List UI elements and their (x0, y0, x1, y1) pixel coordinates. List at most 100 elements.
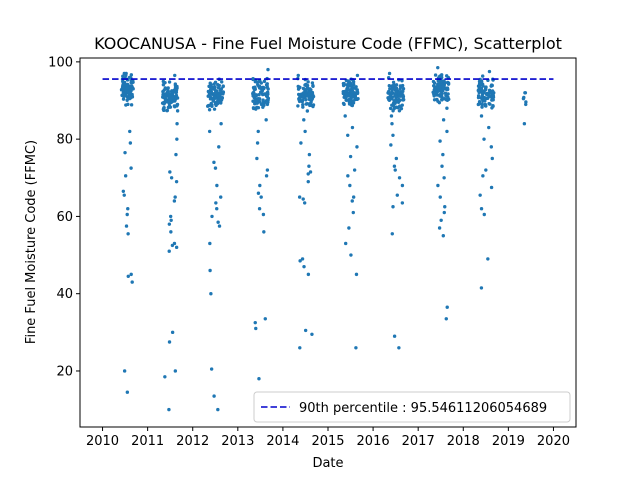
scatter-point (258, 183, 262, 188)
scatter-point (484, 85, 488, 89)
scatter-point (170, 330, 175, 335)
scatter-point (175, 103, 179, 107)
scatter-point (344, 241, 348, 246)
scatter-point (394, 83, 399, 87)
scatter-point (397, 346, 401, 350)
x-tick-label: 2019 (492, 434, 525, 449)
scatter-point (219, 101, 223, 105)
legend-label: 90th percentile : 95.54611206054689 (299, 401, 547, 416)
scatter-point (310, 332, 314, 336)
scatter-point (218, 93, 222, 97)
scatter-point (167, 95, 171, 99)
scatter-point (306, 272, 311, 277)
scatter-point (165, 108, 169, 113)
scatter-point (401, 98, 405, 102)
scatter-point (255, 156, 259, 161)
scatter-point (307, 164, 311, 168)
scatter-point (253, 320, 257, 325)
scatter-point (439, 218, 443, 222)
scatter-point (175, 137, 179, 141)
scatter-point (207, 93, 212, 97)
scatter-point (261, 212, 266, 217)
scatter-point (125, 390, 130, 394)
scatter-point (401, 87, 406, 91)
scatter-point (351, 82, 356, 87)
scatter-point (215, 99, 220, 104)
scatter-point (124, 224, 129, 228)
scatter-point (126, 274, 130, 279)
scatter-point (442, 210, 446, 215)
scatter-point (439, 73, 444, 77)
scatter-point (482, 89, 487, 93)
scatter-point (491, 97, 495, 102)
scatter-point (305, 101, 310, 106)
scatter-point (484, 92, 489, 97)
scatter-point (442, 176, 446, 180)
scatter-point (394, 156, 399, 161)
legend-box (253, 391, 571, 423)
scatter-point (391, 83, 395, 88)
scatter-point (169, 176, 174, 180)
scatter-point (217, 145, 221, 149)
scatter-point (305, 87, 309, 91)
scatter-point (391, 109, 395, 113)
scatter-point (207, 108, 212, 112)
scatter-point (487, 88, 492, 92)
scatter-point (307, 152, 312, 157)
scatter-point (398, 87, 402, 91)
scatter-point (394, 90, 398, 95)
scatter-point (390, 91, 395, 95)
scatter-point (303, 129, 307, 134)
scatter-point (125, 86, 129, 90)
scatter-point (167, 222, 172, 226)
scatter-point (432, 94, 436, 98)
scatter-point (489, 145, 494, 149)
scatter-point (216, 407, 220, 412)
scatter-point (300, 99, 305, 104)
scatter-point (265, 85, 269, 89)
scatter-point (300, 257, 305, 261)
scatter-point (487, 69, 492, 74)
scatter-point (389, 143, 393, 147)
scatter-point (481, 174, 485, 178)
scatter-point (488, 94, 492, 98)
scatter-point (297, 99, 302, 104)
scatter-point (392, 334, 397, 338)
scatter-point (310, 81, 315, 85)
scatter-point (251, 106, 256, 110)
scatter-point (166, 86, 170, 90)
scatter-point (254, 326, 258, 331)
x-axis-label: Date (312, 456, 343, 471)
scatter-point (306, 80, 310, 84)
scatter-point (125, 212, 129, 217)
scatter-point (124, 71, 128, 76)
scatter-point (390, 232, 394, 236)
scatter-point (212, 394, 216, 398)
scatter-point (302, 118, 306, 122)
scatter-point (257, 377, 261, 381)
scatter-point (251, 99, 255, 103)
scatter-point (122, 193, 126, 197)
scatter-point (441, 234, 445, 238)
scatter-point (392, 164, 397, 168)
scatter-point (438, 139, 442, 143)
scatter-point (174, 96, 178, 100)
scatter-point (263, 317, 267, 321)
x-tick-label: 2015 (311, 434, 344, 449)
scatter-point (306, 172, 310, 176)
scatter-point (346, 174, 350, 178)
scatter-point (128, 91, 132, 95)
scatter-point (219, 195, 223, 199)
scatter-point (259, 102, 264, 107)
scatter-point (167, 340, 172, 344)
scatter-point (391, 133, 395, 137)
x-tick-label: 2020 (537, 434, 570, 449)
scatter-point (390, 87, 394, 92)
scatter-point (266, 67, 270, 72)
scatter-point (301, 102, 305, 107)
scatter-point (308, 87, 312, 91)
scatter-point (479, 114, 484, 118)
scatter-point (393, 168, 397, 172)
scatter-point (350, 103, 355, 108)
scatter-point (434, 85, 438, 89)
